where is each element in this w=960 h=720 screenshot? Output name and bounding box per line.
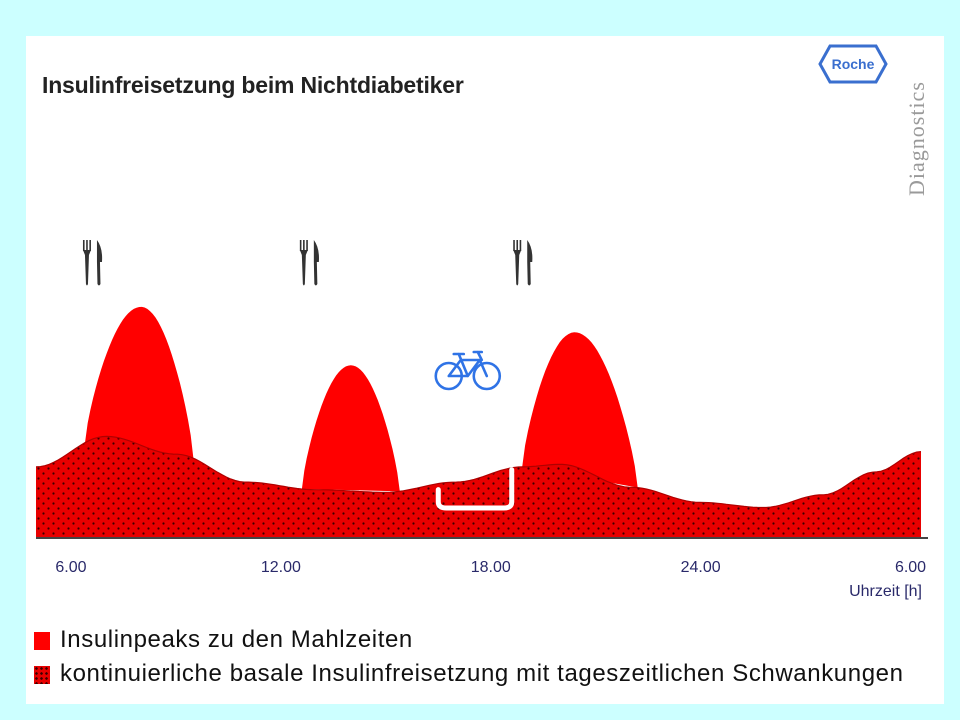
- x-tick-label: 6.00: [55, 559, 86, 576]
- meal-peak-1: [85, 307, 193, 458]
- x-tick-label: 24.00: [681, 559, 721, 576]
- meal-peak-3: [522, 332, 638, 487]
- meal-peak-2: [302, 365, 400, 491]
- slide-panel: Insulinfreisetzung beim Nichtdiabetiker …: [26, 36, 944, 704]
- x-tick-label: 6.00: [895, 559, 926, 576]
- insulin-chart: 6.00 12.00 18.00 24.00 6.00 Uhrzeit [h]: [26, 36, 944, 626]
- legend-swatch-dotted: [34, 666, 50, 684]
- bicycle-icon: [436, 352, 500, 389]
- x-axis-label: Uhrzeit [h]: [849, 583, 922, 600]
- fork-knife-icon: [513, 240, 532, 286]
- x-tick-label: 12.00: [261, 559, 301, 576]
- fork-knife-icon: [300, 240, 319, 286]
- legend-swatch-solid: [34, 632, 50, 650]
- x-tick-label: 18.00: [471, 559, 511, 576]
- fork-knife-icon: [83, 240, 102, 286]
- legend-label-basal: kontinuierliche basale Insulinfreisetzun…: [60, 660, 904, 688]
- legend-label-peaks: Insulinpeaks zu den Mahlzeiten: [60, 626, 413, 654]
